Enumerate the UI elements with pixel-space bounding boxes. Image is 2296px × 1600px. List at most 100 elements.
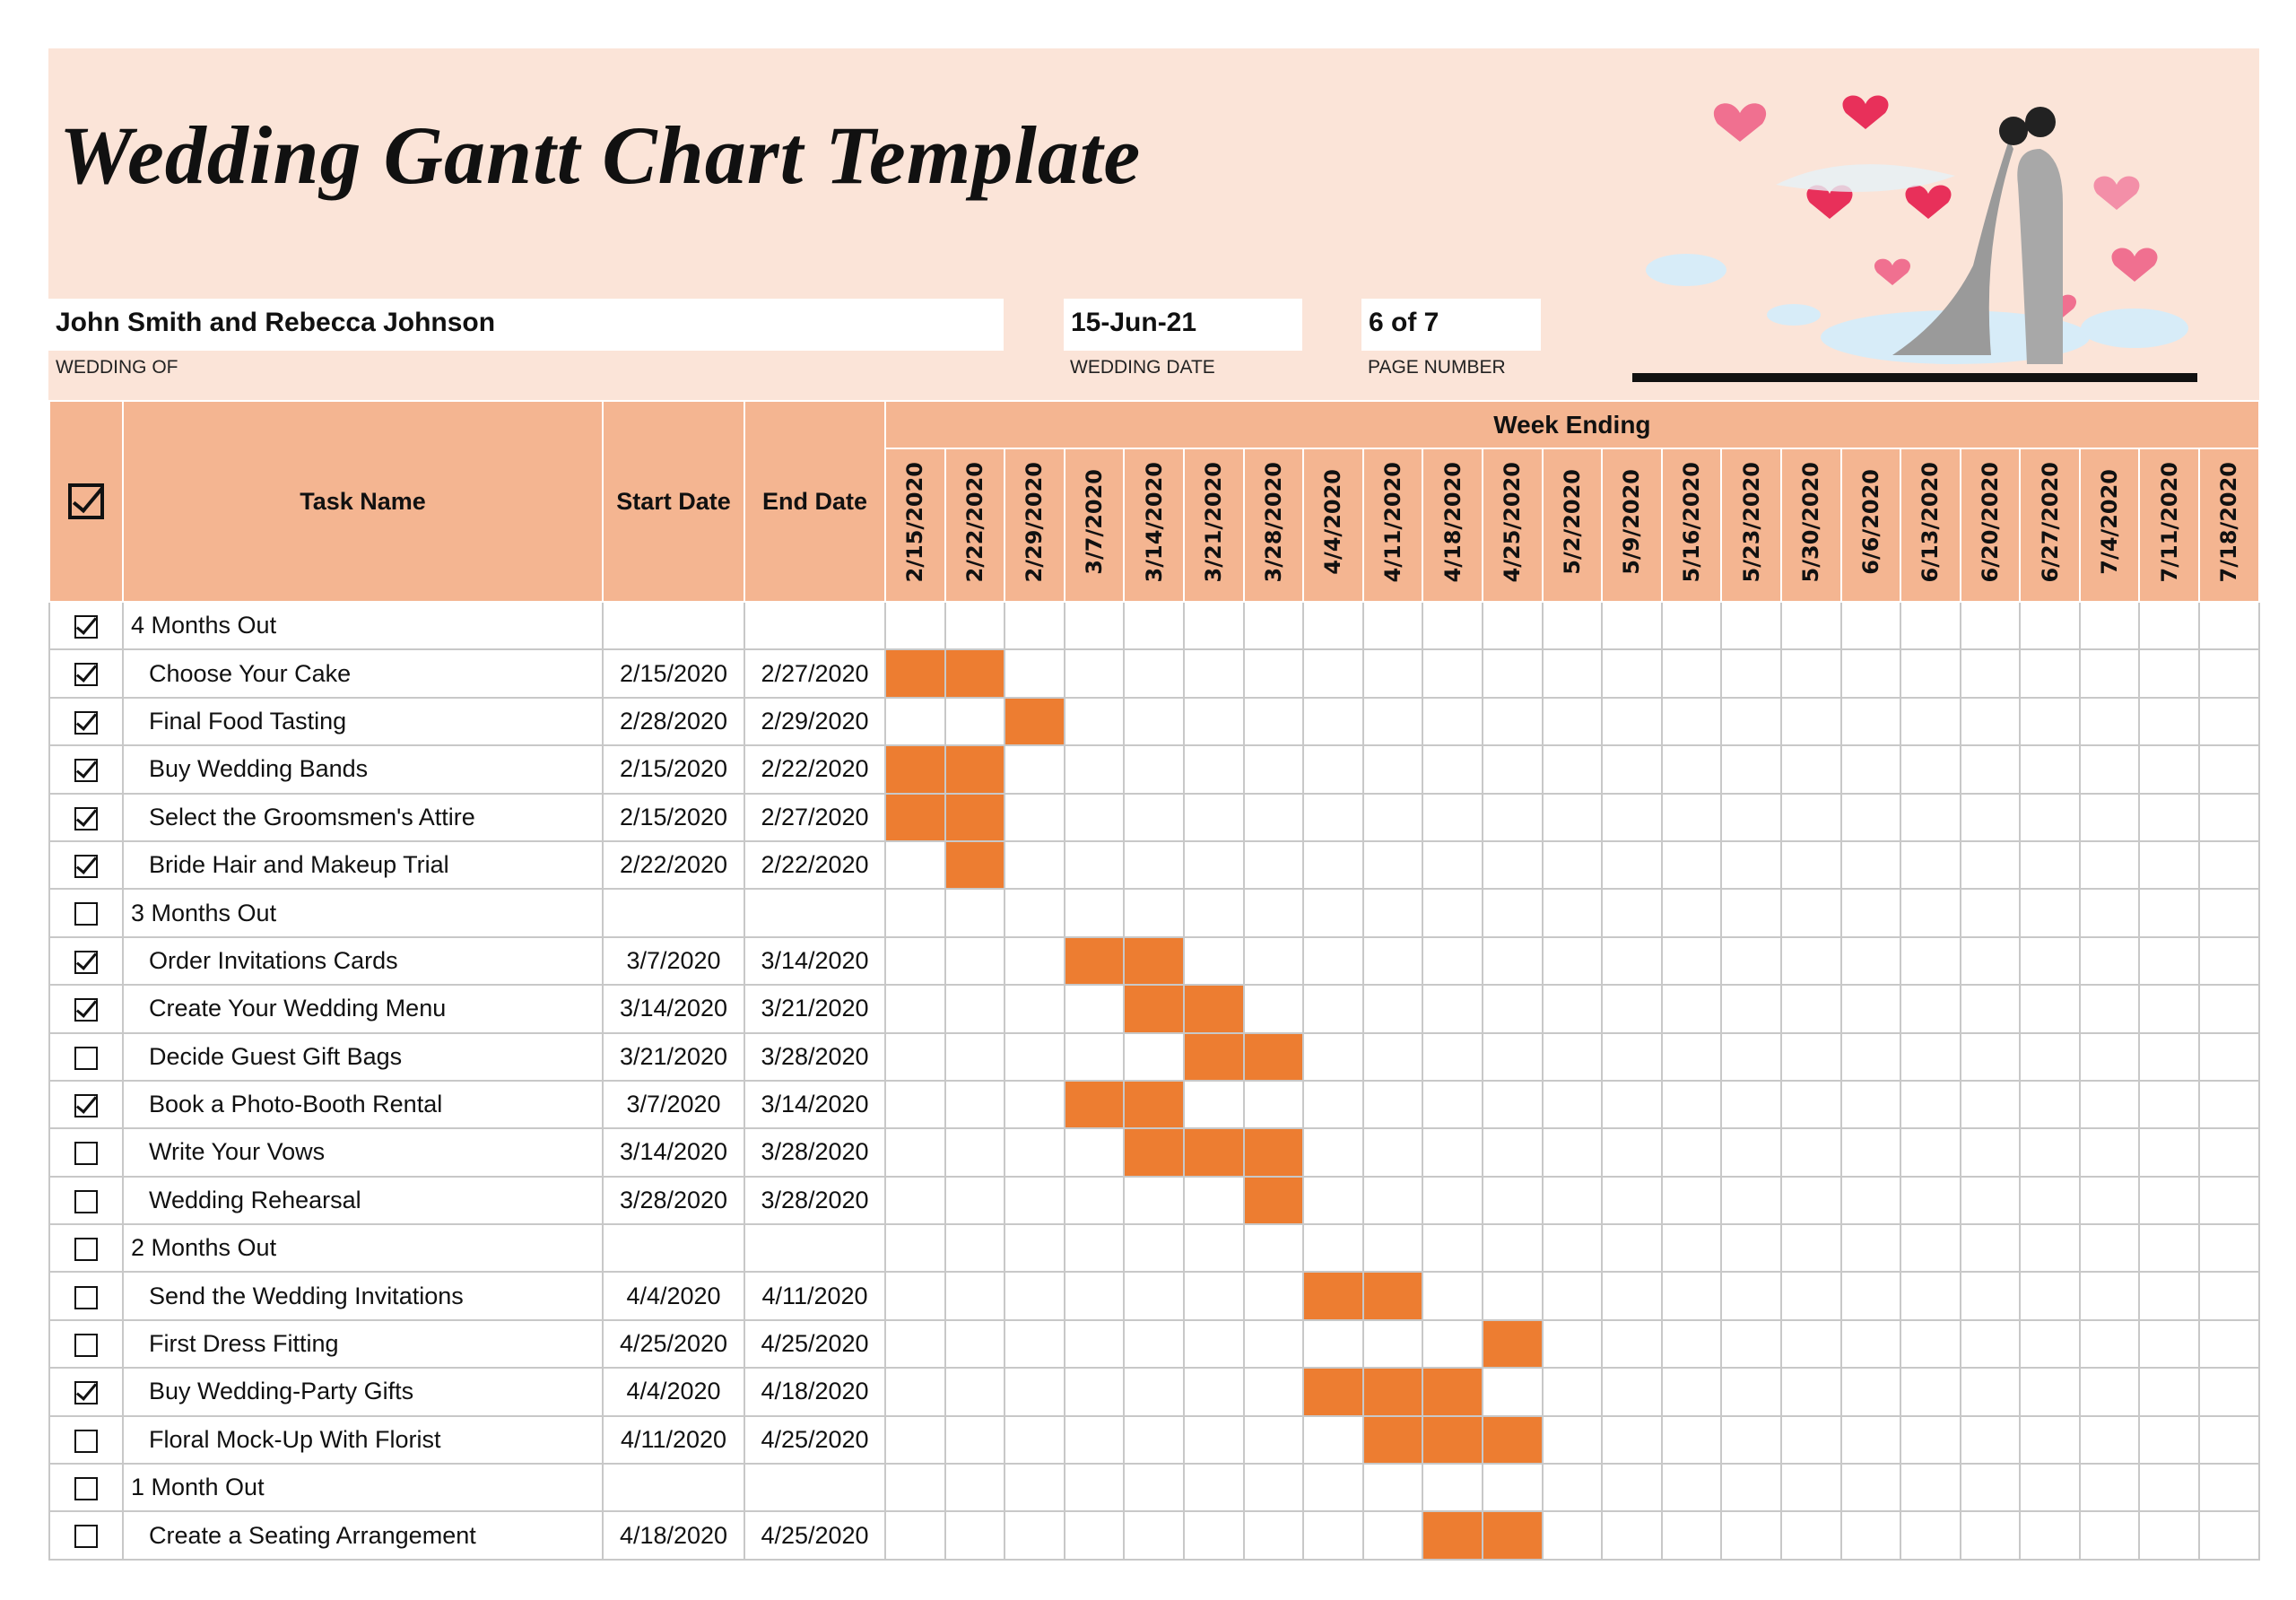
end-date[interactable]: 2/27/2020 [744, 648, 886, 699]
task-name[interactable]: 1 Month Out [122, 1463, 604, 1513]
end-date[interactable] [744, 888, 886, 938]
task-name[interactable]: Choose Your Cake [122, 648, 604, 699]
done-checkbox-cell[interactable] [48, 1463, 124, 1513]
wedding-of-field[interactable]: John Smith and Rebecca Johnson [48, 299, 1004, 351]
page-number-field[interactable]: 6 of 7 [1361, 299, 1541, 351]
done-checkbox-cell[interactable] [48, 1414, 124, 1465]
end-date[interactable]: 4/25/2020 [744, 1318, 886, 1370]
start-date[interactable]: 2/22/2020 [602, 839, 745, 891]
unchecked-box-icon[interactable] [74, 1285, 98, 1309]
done-checkbox-cell[interactable] [48, 1367, 124, 1417]
done-checkbox-cell[interactable] [48, 1223, 124, 1274]
unchecked-box-icon[interactable] [74, 1525, 98, 1549]
unchecked-box-icon[interactable] [74, 902, 98, 926]
end-date[interactable] [744, 1223, 886, 1274]
checked-box-icon[interactable] [74, 806, 98, 830]
end-date[interactable]: 4/25/2020 [744, 1510, 886, 1561]
done-checkbox-cell[interactable] [48, 1510, 124, 1561]
done-checkbox-cell[interactable] [48, 984, 124, 1034]
end-date[interactable]: 4/25/2020 [744, 1414, 886, 1465]
unchecked-box-icon[interactable] [74, 1189, 98, 1213]
start-date[interactable]: 3/7/2020 [602, 935, 745, 987]
start-date[interactable]: 4/11/2020 [602, 1414, 745, 1465]
start-date[interactable]: 4/25/2020 [602, 1318, 745, 1370]
done-checkbox-cell[interactable] [48, 792, 124, 842]
task-name[interactable]: Order Invitations Cards [122, 935, 604, 987]
task-name[interactable]: Buy Wedding-Party Gifts [122, 1367, 604, 1417]
done-checkbox-cell[interactable] [48, 888, 124, 938]
checked-box-icon[interactable] [74, 855, 98, 879]
end-date[interactable]: 2/27/2020 [744, 792, 886, 842]
task-name[interactable]: 3 Months Out [122, 888, 604, 938]
end-date[interactable]: 4/11/2020 [744, 1271, 886, 1321]
start-date[interactable]: 3/14/2020 [602, 984, 745, 1034]
done-checkbox-cell[interactable] [48, 935, 124, 987]
checked-box-icon[interactable] [74, 1381, 98, 1405]
done-checkbox-cell[interactable] [48, 1271, 124, 1321]
done-checkbox-cell[interactable] [48, 1031, 124, 1082]
unchecked-box-icon[interactable] [74, 1046, 98, 1070]
unchecked-box-icon[interactable] [74, 1477, 98, 1501]
start-date[interactable]: 2/15/2020 [602, 744, 745, 795]
task-name[interactable]: 4 Months Out [122, 600, 604, 651]
done-checkbox-cell[interactable] [48, 648, 124, 699]
end-date[interactable]: 3/28/2020 [744, 1175, 886, 1226]
checked-box-icon[interactable] [74, 950, 98, 974]
start-date[interactable]: 4/4/2020 [602, 1271, 745, 1321]
task-name[interactable]: Book a Photo-Booth Rental [122, 1079, 604, 1130]
checked-box-icon[interactable] [74, 1093, 98, 1117]
start-date[interactable]: 4/4/2020 [602, 1367, 745, 1417]
checked-box-icon[interactable] [74, 663, 98, 687]
start-date[interactable]: 4/18/2020 [602, 1510, 745, 1561]
wedding-date-field[interactable]: 15-Jun-21 [1064, 299, 1302, 351]
done-checkbox-cell[interactable] [48, 1318, 124, 1370]
task-name[interactable]: Write Your Vows [122, 1127, 604, 1178]
end-date[interactable]: 2/29/2020 [744, 696, 886, 747]
start-date[interactable] [602, 600, 745, 651]
end-date[interactable]: 3/28/2020 [744, 1031, 886, 1082]
start-date[interactable]: 3/21/2020 [602, 1031, 745, 1082]
start-date[interactable]: 2/15/2020 [602, 648, 745, 699]
done-checkbox-cell[interactable] [48, 600, 124, 651]
done-checkbox-cell[interactable] [48, 744, 124, 795]
checked-box-icon[interactable] [74, 710, 98, 735]
end-date[interactable] [744, 1463, 886, 1513]
end-date[interactable]: 2/22/2020 [744, 839, 886, 891]
start-date[interactable] [602, 1223, 745, 1274]
end-date[interactable]: 3/14/2020 [744, 935, 886, 987]
start-date[interactable]: 2/15/2020 [602, 792, 745, 842]
end-date[interactable]: 2/22/2020 [744, 744, 886, 795]
task-name[interactable]: First Dress Fitting [122, 1318, 604, 1370]
end-date[interactable] [744, 600, 886, 651]
start-date[interactable] [602, 888, 745, 938]
task-name[interactable]: Buy Wedding Bands [122, 744, 604, 795]
start-date[interactable]: 3/7/2020 [602, 1079, 745, 1130]
end-date[interactable]: 3/21/2020 [744, 984, 886, 1034]
done-checkbox-cell[interactable] [48, 1127, 124, 1178]
done-checkbox-cell[interactable] [48, 839, 124, 891]
task-name[interactable]: Create a Seating Arrangement [122, 1510, 604, 1561]
task-name[interactable]: Floral Mock-Up With Florist [122, 1414, 604, 1465]
task-name[interactable]: Send the Wedding Invitations [122, 1271, 604, 1321]
task-name[interactable]: Wedding Rehearsal [122, 1175, 604, 1226]
start-date[interactable]: 3/14/2020 [602, 1127, 745, 1178]
start-date[interactable] [602, 1463, 745, 1513]
task-name[interactable]: Bride Hair and Makeup Trial [122, 839, 604, 891]
end-date[interactable]: 3/28/2020 [744, 1127, 886, 1178]
end-date[interactable]: 4/18/2020 [744, 1367, 886, 1417]
end-date[interactable]: 3/14/2020 [744, 1079, 886, 1130]
done-checkbox-cell[interactable] [48, 1175, 124, 1226]
done-checkbox-cell[interactable] [48, 1079, 124, 1130]
task-name[interactable]: Create Your Wedding Menu [122, 984, 604, 1034]
task-name[interactable]: Final Food Tasting [122, 696, 604, 747]
unchecked-box-icon[interactable] [74, 1142, 98, 1166]
checked-box-icon[interactable] [74, 615, 98, 639]
start-date[interactable]: 2/28/2020 [602, 696, 745, 747]
task-name[interactable]: Select the Groomsmen's Attire [122, 792, 604, 842]
unchecked-box-icon[interactable] [74, 1333, 98, 1357]
unchecked-box-icon[interactable] [74, 1429, 98, 1453]
done-checkbox-cell[interactable] [48, 696, 124, 747]
unchecked-box-icon[interactable] [74, 1238, 98, 1262]
checked-box-icon[interactable] [74, 759, 98, 783]
task-name[interactable]: 2 Months Out [122, 1223, 604, 1274]
